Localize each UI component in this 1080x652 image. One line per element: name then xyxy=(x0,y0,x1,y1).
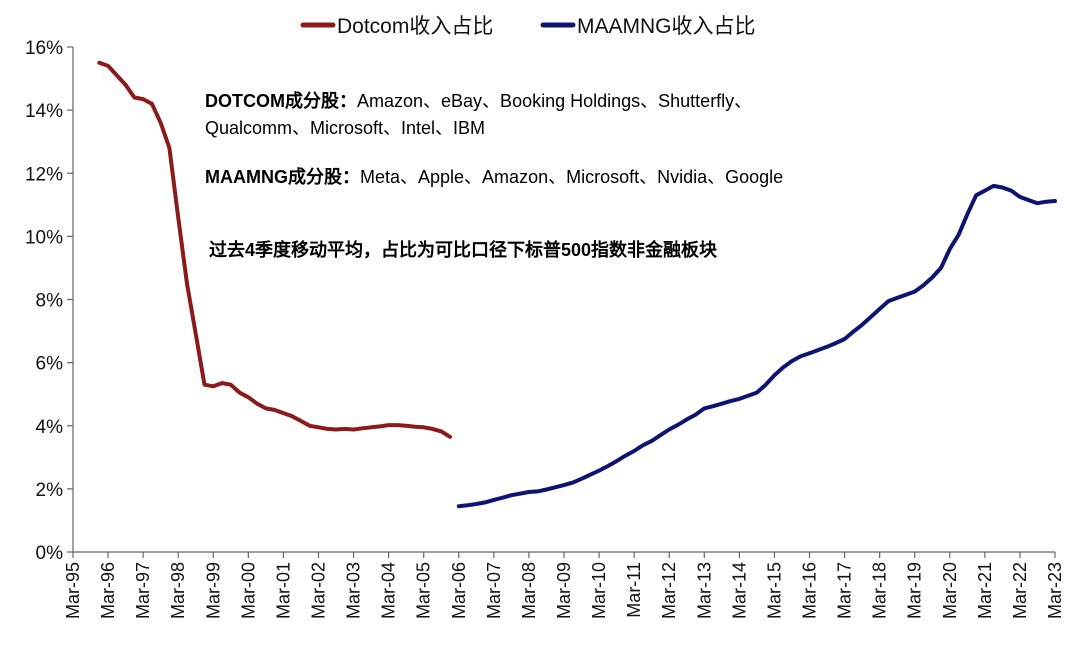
x-tick-label: Mar-06 xyxy=(449,562,469,619)
y-tick-label: 14% xyxy=(25,101,63,122)
annotation-methodology-note: 过去4季度移动平均，占比为可比口径下标普500指数非金融板块 xyxy=(209,239,718,260)
annotation-dotcom-members-2: Qualcomm、Microsoft、Intel、IBM xyxy=(205,118,485,138)
legend-label-maamng: MAAMNG收入占比 xyxy=(577,15,756,38)
x-tick-label: Mar-96 xyxy=(98,562,118,619)
y-axis: 0% 2% 4% 6% 8% 10% 12% 14% 16% xyxy=(25,38,74,564)
x-tick-label: Mar-20 xyxy=(940,562,960,619)
x-tick-label: Mar-09 xyxy=(554,562,574,619)
chart-annotations: DOTCOM成分股：Amazon、eBay、Booking Holdings、S… xyxy=(205,90,783,260)
x-tick-label: Mar-23 xyxy=(1045,562,1065,619)
chart-series xyxy=(97,60,1057,509)
x-tick-label: Mar-00 xyxy=(238,562,258,619)
x-tick-label: Mar-11 xyxy=(624,562,644,618)
x-tick-label: Mar-03 xyxy=(344,562,364,619)
y-tick-label: 4% xyxy=(36,417,64,438)
x-tick-label: Mar-95 xyxy=(63,562,83,619)
legend-label-dotcom: Dotcom收入占比 xyxy=(337,15,493,38)
x-tick-label: Mar-04 xyxy=(379,562,399,619)
x-tick-label: Mar-15 xyxy=(764,562,784,619)
y-tick-label: 6% xyxy=(36,354,64,375)
x-tick-label: Mar-10 xyxy=(589,562,609,619)
annotation-maamng-members: Meta、Apple、Amazon、Microsoft、Nvidia、Googl… xyxy=(360,167,783,187)
series-line-dotcom xyxy=(97,60,452,439)
y-tick-label: 12% xyxy=(25,164,63,185)
x-tick-label: Mar-07 xyxy=(484,562,504,619)
y-tick-label: 8% xyxy=(36,291,64,312)
annotation-dotcom-line1: DOTCOM成分股：Amazon、eBay、Booking Holdings、S… xyxy=(205,90,752,111)
y-tick-label: 2% xyxy=(36,480,64,501)
x-tick-label: Mar-12 xyxy=(659,562,679,619)
x-tick-label: Mar-18 xyxy=(870,562,890,619)
x-tick-label: Mar-14 xyxy=(729,562,749,619)
x-tick-label: Mar-02 xyxy=(309,562,329,619)
annotation-maamng-heading: MAAMNG成分股： xyxy=(205,166,360,187)
x-tick-label: Mar-22 xyxy=(1010,562,1030,619)
x-axis: Mar-95 Mar-96 Mar-97 Mar-98 Mar-99 Mar-00 Mar-… xyxy=(63,551,1065,619)
x-tick-label: Mar-05 xyxy=(414,562,434,619)
x-tick-label: Mar-98 xyxy=(168,562,188,619)
chart-legend: Dotcom收入占比 MAAMNG收入占比 xyxy=(300,15,756,38)
x-tick-label: Mar-08 xyxy=(519,562,539,619)
annotation-dotcom-members-1: Amazon、eBay、Booking Holdings、Shutterfly、 xyxy=(357,91,752,111)
y-tick-label: 0% xyxy=(36,543,64,564)
x-tick-label: Mar-21 xyxy=(975,562,995,619)
x-tick-label: Mar-19 xyxy=(905,562,925,619)
annotation-dotcom-heading: DOTCOM成分股： xyxy=(205,90,357,111)
y-tick-label: 10% xyxy=(25,227,63,248)
annotation-dotcom-line2: Qualcomm、Microsoft、Intel、IBM xyxy=(205,118,485,138)
x-tick-label: Mar-99 xyxy=(203,562,223,619)
x-tick-label: Mar-13 xyxy=(694,562,714,619)
x-tick-label: Mar-16 xyxy=(800,562,820,619)
x-tick-label: Mar-01 xyxy=(273,562,293,619)
annotation-maamng-line: MAAMNG成分股：Meta、Apple、Amazon、Microsoft、Nv… xyxy=(205,166,783,187)
series-line-maamng xyxy=(456,183,1057,509)
x-tick-label: Mar-17 xyxy=(835,562,855,619)
y-tick-label: 16% xyxy=(25,38,63,59)
x-tick-label: Mar-97 xyxy=(133,562,153,619)
